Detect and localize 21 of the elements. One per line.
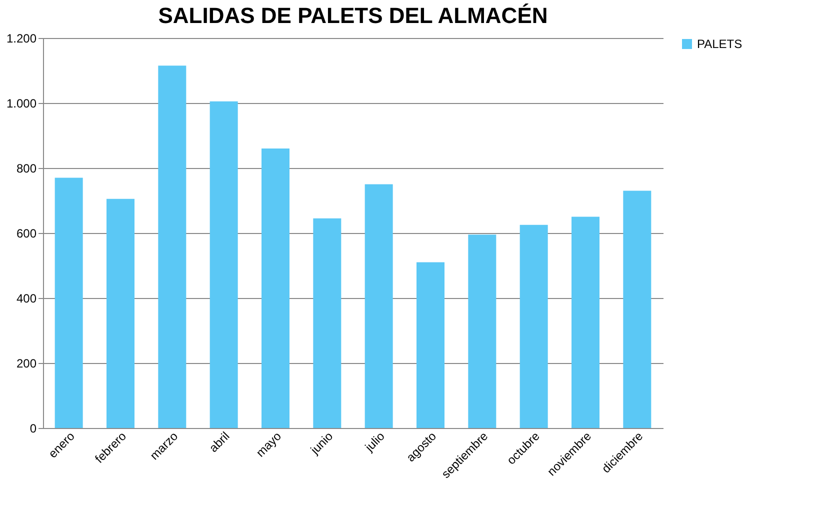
bar [572,216,600,428]
y-tick-label: 600 [16,226,37,240]
bar [520,224,548,428]
bar [106,198,134,428]
y-tick-label: 0 [30,422,37,436]
legend-label: PALETS [697,37,742,51]
bar [468,234,496,428]
bar [54,178,83,428]
bar [623,190,652,428]
bar [313,218,342,428]
bar [158,66,186,428]
y-tick-label: 1.000 [6,96,37,110]
y-tick-label: 1.200 [6,32,37,46]
y-tick-label: 200 [16,356,37,370]
y-tick-label: 800 [16,162,37,176]
y-tick-label: 400 [16,292,37,306]
bar [262,148,290,428]
bar [210,101,238,428]
bar [364,184,393,428]
bar [416,262,444,428]
chart-title: SALIDAS DE PALETS DEL ALMACÉN [158,3,548,28]
